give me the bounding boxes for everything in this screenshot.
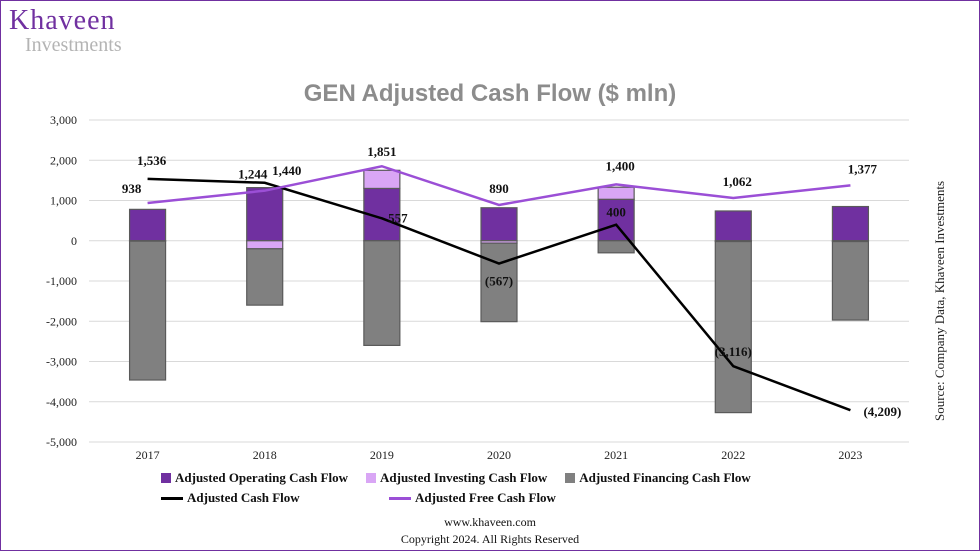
line-adjusted-free-cash-flow bbox=[147, 164, 851, 207]
legend-item-operating: Adjusted Operating Cash Flow bbox=[161, 470, 348, 486]
legend-item-investing: Adjusted Investing Cash Flow bbox=[366, 470, 547, 486]
data-label: (567) bbox=[485, 274, 513, 289]
legend-label-operating: Adjusted Operating Cash Flow bbox=[175, 470, 348, 485]
data-label: (3,116) bbox=[715, 344, 752, 359]
bar-investing bbox=[363, 169, 401, 190]
source-note: Source: Company Data, Khaveen Investment… bbox=[932, 180, 947, 422]
y-tick-label: -4,000 bbox=[46, 395, 77, 409]
line-adjusted-cash-flow bbox=[147, 177, 851, 412]
chart-title: GEN Adjusted Cash Flow ($ mln) bbox=[304, 80, 676, 107]
bar-operating bbox=[714, 210, 752, 242]
y-tick-label: -1,000 bbox=[46, 274, 77, 288]
y-tick-label: 1,000 bbox=[50, 194, 77, 208]
bar-investing bbox=[246, 240, 284, 250]
legend: Adjusted Operating Cash Flow Adjusted In… bbox=[161, 468, 821, 508]
footer-url: www.khaveen.com bbox=[444, 515, 536, 529]
bar-financing bbox=[480, 242, 518, 323]
data-label: 1,400 bbox=[606, 158, 635, 173]
legend-label-financing: Adjusted Financing Cash Flow bbox=[579, 470, 751, 485]
data-label: 400 bbox=[606, 205, 626, 220]
legend-swatch-financing bbox=[565, 473, 576, 483]
legend-swatch-investing bbox=[366, 473, 376, 483]
brand-logo: Khaveen Investments bbox=[9, 5, 122, 56]
bar-operating bbox=[246, 187, 284, 242]
x-tick-label: 2017 bbox=[136, 448, 160, 462]
footer-copyright: Copyright 2024. All Rights Reserved bbox=[400, 532, 580, 546]
x-tick-label: 2022 bbox=[721, 448, 745, 462]
x-tick-label: 2021 bbox=[604, 448, 628, 462]
data-label: 1,062 bbox=[723, 174, 752, 189]
brand-sub: Investments bbox=[25, 34, 122, 56]
bar-financing bbox=[714, 240, 752, 414]
data-label: 1,536 bbox=[137, 153, 167, 168]
data-label: 1,377 bbox=[848, 161, 878, 176]
bar-financing bbox=[128, 240, 167, 381]
x-tick-label: 2023 bbox=[838, 448, 862, 462]
legend-line-free-cash-flow bbox=[389, 496, 411, 500]
data-label: (4,209) bbox=[863, 404, 901, 419]
brand-name: Khaveen bbox=[9, 5, 116, 36]
bar-financing bbox=[246, 248, 284, 306]
legend-item-financing: Adjusted Financing Cash Flow bbox=[565, 470, 751, 486]
data-label: 557 bbox=[388, 210, 408, 225]
x-tick-label: 2020 bbox=[487, 448, 511, 462]
data-label: 1,851 bbox=[367, 144, 396, 159]
legend-label-cash-flow: Adjusted Cash Flow bbox=[187, 490, 300, 505]
bar-investing bbox=[597, 186, 635, 200]
y-tick-label: 0 bbox=[71, 234, 77, 248]
y-tick-label: -5,000 bbox=[46, 435, 77, 449]
bar-operating bbox=[480, 207, 518, 242]
legend-swatch-operating bbox=[161, 473, 171, 483]
legend-item-cash-flow: Adjusted Cash Flow bbox=[161, 490, 371, 506]
legend-item-free-cash-flow: Adjusted Free Cash Flow bbox=[389, 490, 556, 506]
bar-financing bbox=[363, 240, 401, 347]
y-tick-label: -3,000 bbox=[46, 355, 77, 369]
legend-label-investing: Adjusted Investing Cash Flow bbox=[380, 470, 548, 485]
y-tick-label: 3,000 bbox=[50, 113, 77, 127]
data-label: 1,244 bbox=[238, 167, 268, 182]
y-tick-label: -2,000 bbox=[46, 314, 77, 328]
y-tick-label: 2,000 bbox=[50, 153, 77, 167]
legend-label-free-cash-flow: Adjusted Free Cash Flow bbox=[415, 490, 556, 505]
bar-financing bbox=[597, 240, 635, 254]
x-tick-label: 2018 bbox=[253, 448, 277, 462]
legend-line-cash-flow bbox=[161, 496, 183, 500]
bar-financing bbox=[831, 240, 870, 321]
data-label: 938 bbox=[122, 181, 142, 196]
data-label: 890 bbox=[489, 181, 509, 196]
bar-operating bbox=[831, 205, 870, 242]
x-tick-label: 2019 bbox=[370, 448, 394, 462]
bar-operating bbox=[128, 208, 167, 242]
data-label: 1,440 bbox=[272, 163, 301, 178]
